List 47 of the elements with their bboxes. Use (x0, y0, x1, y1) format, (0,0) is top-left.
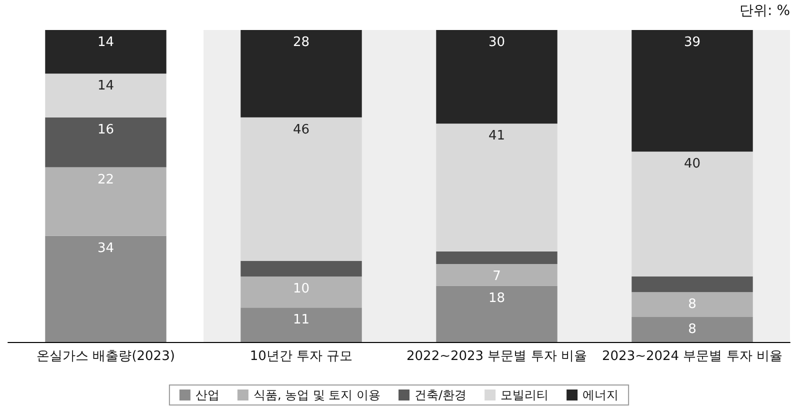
data-label: 46 (292, 122, 310, 138)
text: 단위: % (740, 3, 790, 19)
data-label: 16 (97, 122, 114, 138)
data-label: 14 (97, 35, 114, 50)
legend-label: 모빌리티 (500, 388, 549, 402)
data-label: 14 (97, 78, 114, 94)
bar (632, 292, 753, 318)
bar (436, 30, 558, 124)
data-label: 10 (292, 281, 310, 296)
data-label: 22 (97, 172, 114, 188)
legend-label: 식품, 농업 및 토지 이용 (253, 388, 381, 402)
data-label: 28 (292, 35, 310, 50)
bar (632, 317, 753, 342)
bar (632, 276, 753, 292)
bar (436, 286, 558, 342)
data-label: 8 (688, 322, 696, 338)
data-label: 11 (292, 312, 310, 328)
bar (240, 276, 362, 308)
bar (436, 124, 558, 252)
bar (240, 30, 362, 118)
data-label: 8 (688, 297, 696, 312)
bar (45, 74, 166, 118)
bar (45, 236, 166, 342)
bar (240, 260, 362, 276)
data-label: 40 (684, 156, 701, 172)
bar (632, 30, 753, 152)
data-label: 39 (684, 35, 701, 50)
legend-label: 건축/환경 (414, 388, 467, 402)
legend-label: 산업 (195, 388, 220, 402)
legend-label: 에너지 (582, 388, 619, 402)
x-tick-label: 2023~2024 부문별 투자 비율 (602, 349, 782, 364)
data-label: 34 (97, 240, 114, 256)
x-tick-label: 10년간 투자 규모 (250, 349, 353, 364)
x-tick-label: 2022~2023 부문별 투자 비율 (406, 349, 587, 364)
data-label: 30 (488, 35, 506, 50)
bar (45, 117, 166, 168)
bar (240, 117, 362, 261)
bar (436, 264, 558, 286)
bar (632, 152, 753, 276)
data-label: 7 (492, 269, 501, 284)
x-tick-label: 온실가스 배출량(2023) (36, 349, 175, 364)
data-label: 18 (488, 290, 506, 306)
bar (240, 308, 362, 342)
data-label: 41 (488, 128, 506, 144)
bar (45, 167, 166, 236)
bar (436, 252, 558, 264)
bar (45, 30, 166, 74)
